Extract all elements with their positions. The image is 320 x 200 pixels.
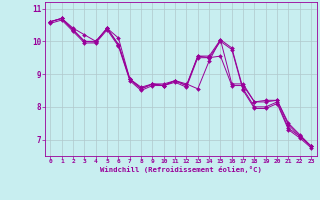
X-axis label: Windchill (Refroidissement éolien,°C): Windchill (Refroidissement éolien,°C) <box>100 166 262 173</box>
